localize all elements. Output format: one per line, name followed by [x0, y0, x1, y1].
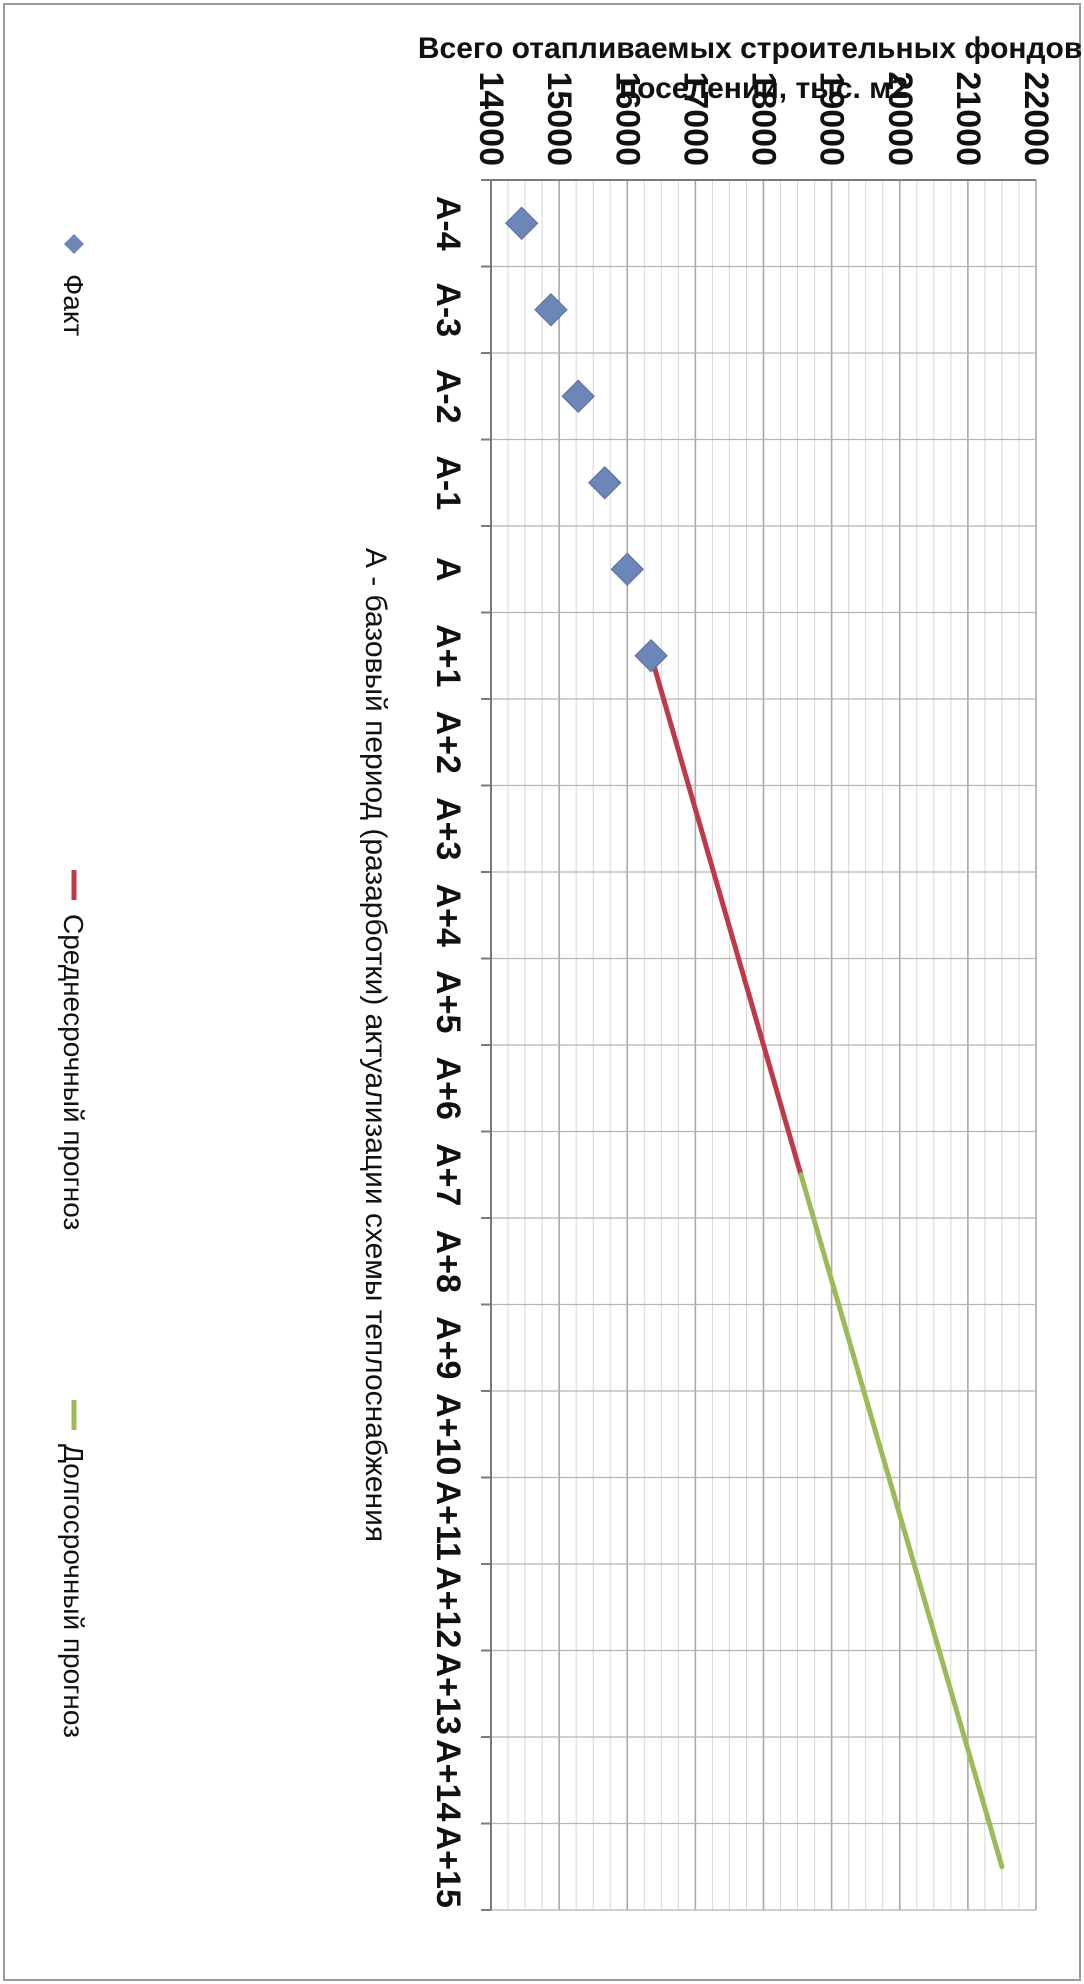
legend-label: Факт [58, 274, 89, 336]
data-point-marker [534, 293, 568, 327]
y-tick-label: 18000 [745, 71, 783, 166]
x-tick-label: А+2 [429, 711, 467, 774]
x-tick-label: А+7 [429, 1143, 467, 1206]
y-axis-label-line-1: Всего отапливаемых строительных фондов в [418, 32, 1084, 65]
x-tick-label: А+8 [429, 1230, 467, 1293]
series-line [798, 1172, 1005, 1870]
x-axis-label: А - базовый период (разарботки) актуализ… [359, 548, 392, 1542]
x-tick-labels: А-4 А-3 А-2 А-1 А А+1 А+2 А+3 А+4 А+5 А+6 А+7 А+8 А+9… [429, 196, 467, 1908]
legend-label: Среднесрочный прогноз [58, 914, 89, 1230]
data-point-marker [561, 379, 595, 413]
axes [481, 179, 1036, 1911]
y-tick-labels: 14000 15000 16000 17000 18000 19000 20000 21000… [472, 71, 1055, 166]
x-tick-label: А+6 [429, 1057, 467, 1120]
legend-marker-diamond [64, 234, 84, 254]
y-tick-label: 17000 [676, 71, 714, 166]
x-tick-label: А+4 [429, 884, 467, 947]
x-tick-label: А+12 [429, 1566, 467, 1648]
legend: Факт Среднесрочный прогноз Долгосрочный пр… [58, 234, 89, 1738]
y-tick-label: 20000 [881, 71, 919, 166]
x-tick-label: А+11 [429, 1481, 467, 1561]
x-tick-label: А+13 [429, 1653, 467, 1735]
x-tick-label: А-1 [429, 455, 467, 510]
y-tick-label: 19000 [813, 71, 851, 166]
x-tick-label: А-3 [429, 282, 467, 337]
data-point-marker [610, 552, 644, 586]
series-line [648, 653, 804, 1178]
data-point-marker [634, 639, 668, 673]
x-tick-label: А+1 [429, 624, 467, 687]
legend-label: Долгосрочный прогноз [58, 1444, 89, 1738]
y-tick-label: 16000 [608, 71, 646, 166]
grid [490, 179, 1037, 1911]
y-tick-label: 21000 [949, 71, 987, 166]
data-point-marker [588, 466, 622, 500]
data-point-marker [504, 206, 539, 240]
x-tick-label: А-2 [429, 369, 467, 424]
chart-border [3, 3, 1081, 1981]
y-tick-label: 15000 [540, 71, 578, 166]
x-tick-label: А+5 [429, 970, 467, 1033]
y-tick-label: 22000 [1017, 71, 1055, 166]
x-tick-label: А+10 [429, 1393, 467, 1475]
series-layer [504, 206, 1005, 1870]
x-tick-label: А+15 [429, 1826, 467, 1908]
x-tick-label: А-4 [429, 196, 467, 251]
x-tick-label: А [429, 557, 467, 582]
x-tick-label: А+14 [429, 1739, 467, 1821]
x-tick-label: А+3 [429, 797, 467, 860]
y-axis-label-line-2: поселении, тыс. м2 [619, 72, 908, 105]
x-tick-label: А+9 [429, 1316, 467, 1379]
y-tick-label: 14000 [472, 71, 510, 166]
